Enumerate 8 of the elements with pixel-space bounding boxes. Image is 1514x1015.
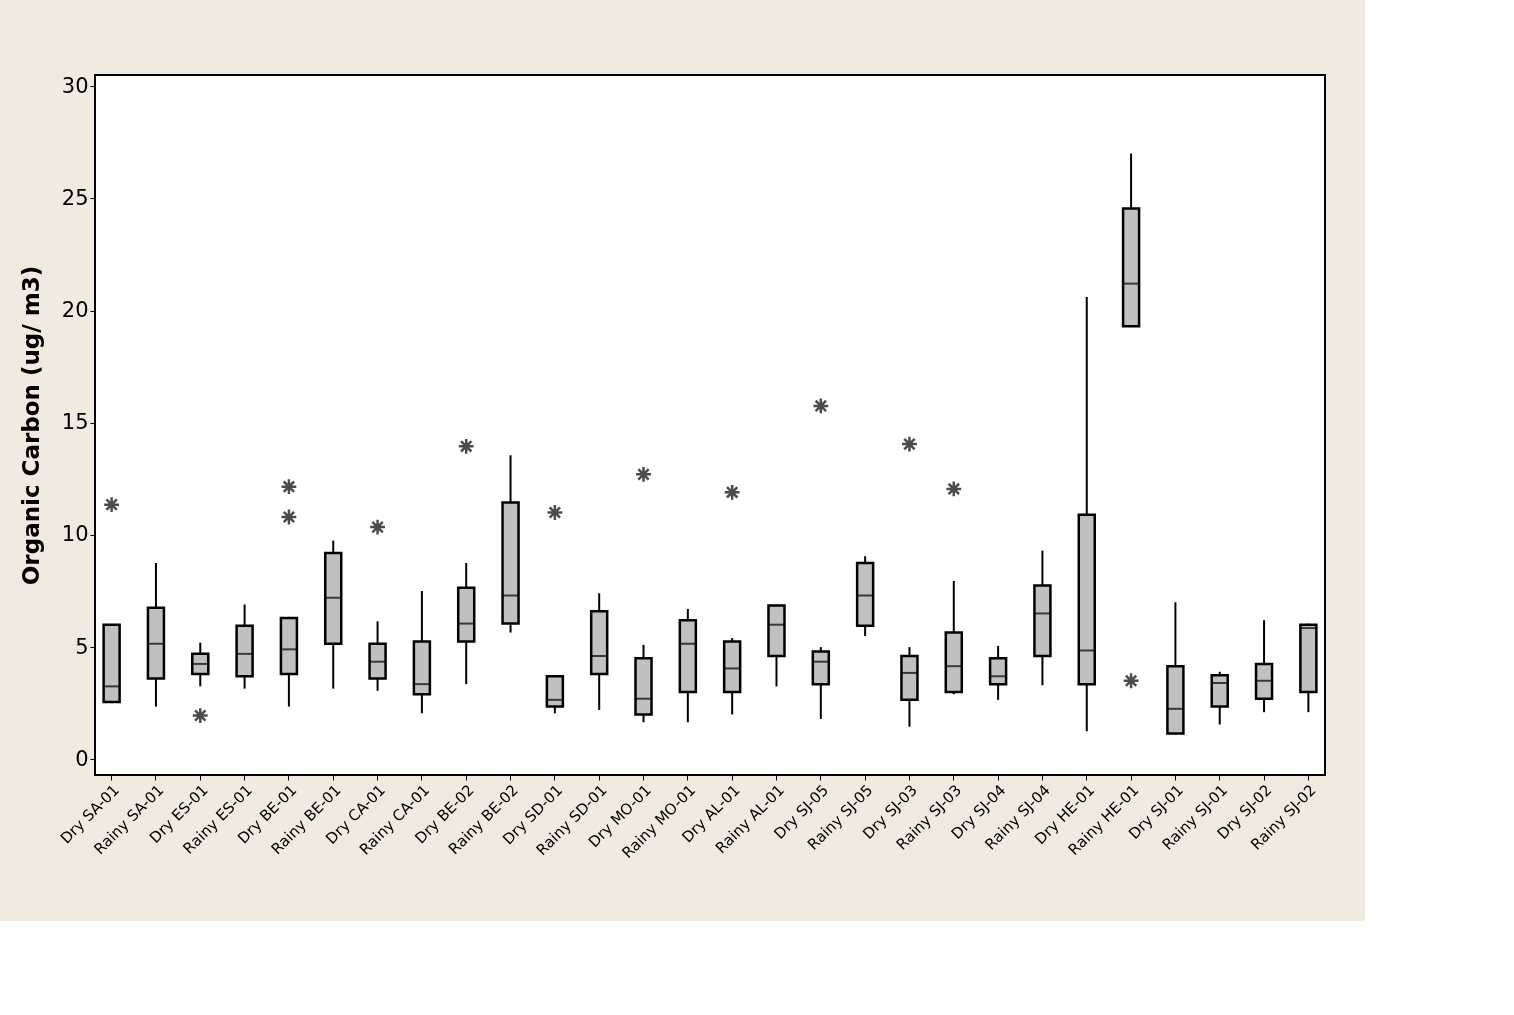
y-tick-label: 0 xyxy=(75,746,89,771)
y-tick-label: 20 xyxy=(61,298,89,323)
y-axis-title: Organic Carbon (ug/ m3) xyxy=(17,265,44,586)
y-tick-label: 15 xyxy=(61,410,89,435)
y-tick-label: 10 xyxy=(61,522,89,547)
y-tick-label: 30 xyxy=(61,73,89,98)
y-tick-label: 5 xyxy=(75,634,89,659)
y-tick-label: 25 xyxy=(61,185,89,210)
